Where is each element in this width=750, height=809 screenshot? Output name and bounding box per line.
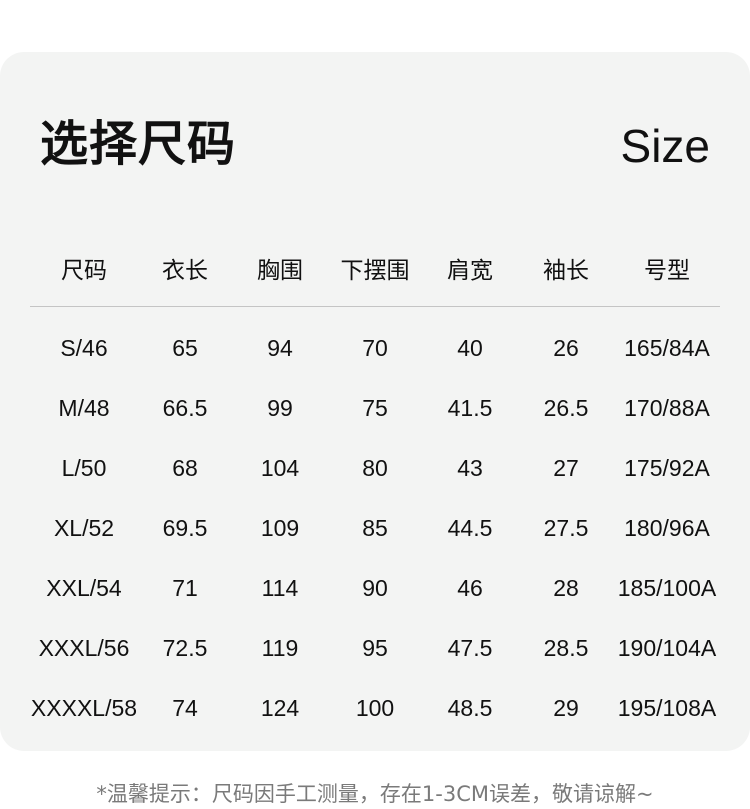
table-cell: 165/84A: [624, 335, 710, 361]
table-cell: XXXL/56: [38, 635, 130, 661]
table-cell: 69.5: [162, 515, 208, 541]
measurement-note: *温馨提示：尺码因手工测量，存在1-3CM误差，敬请谅解~: [96, 782, 654, 806]
table-cell: 185/100A: [617, 575, 717, 601]
table-cell: 28.5: [543, 635, 589, 661]
table-cell: 75: [362, 395, 388, 421]
table-cell: 95: [362, 635, 388, 661]
table-cell: 48.5: [447, 695, 493, 721]
column-header: 胸围: [257, 258, 303, 284]
table-cell: 65: [172, 335, 198, 361]
table-cell: 70: [362, 335, 388, 361]
table-cell: 195/108A: [617, 695, 717, 721]
size-chart-card: [0, 52, 750, 751]
table-cell: 44.5: [447, 515, 493, 541]
table-cell: XXXXL/58: [30, 695, 138, 721]
table-cell: 80: [362, 455, 388, 481]
table-cell: M/48: [58, 395, 110, 421]
table-cell: 26.5: [543, 395, 589, 421]
column-header: 衣长: [162, 258, 208, 284]
column-header: 袖长: [543, 258, 589, 284]
table-cell: 40: [457, 335, 483, 361]
table-cell: 27.5: [543, 515, 589, 541]
table-cell: 190/104A: [617, 635, 717, 661]
table-cell: 43: [457, 455, 483, 481]
table-cell: 66.5: [162, 395, 208, 421]
table-cell: 124: [260, 695, 300, 721]
table-cell: 27: [553, 455, 579, 481]
table-cell: 71: [172, 575, 198, 601]
table-cell: 85: [362, 515, 388, 541]
table-cell: 29: [553, 695, 579, 721]
column-header: 下摆围: [340, 258, 410, 284]
table-cell: 114: [261, 575, 299, 601]
table-cell: 180/96A: [624, 515, 710, 541]
table-cell: 47.5: [447, 635, 493, 661]
table-cell: 41.5: [447, 395, 493, 421]
table-cell: 68: [172, 455, 198, 481]
table-cell: XL/52: [53, 515, 115, 541]
column-header: 号型: [644, 258, 690, 284]
table-cell: 119: [261, 635, 299, 661]
header-divider: [30, 306, 720, 307]
page-title: 选择尺码: [40, 116, 237, 172]
column-header: 肩宽: [447, 258, 493, 284]
table-cell: 90: [362, 575, 388, 601]
table-cell: 74: [172, 695, 198, 721]
column-header: 尺码: [61, 258, 107, 284]
table-cell: 99: [267, 395, 293, 421]
table-cell: 175/92A: [624, 455, 710, 481]
size-label: Size: [620, 120, 710, 172]
table-cell: 28: [553, 575, 579, 601]
table-cell: S/46: [60, 335, 108, 361]
table-cell: XXL/54: [46, 575, 122, 601]
table-cell: 26: [553, 335, 579, 361]
table-cell: 170/88A: [624, 395, 710, 421]
table-cell: 104: [260, 455, 300, 481]
table-cell: 109: [260, 515, 300, 541]
table-cell: 100: [355, 695, 395, 721]
table-cell: L/50: [61, 455, 107, 481]
table-cell: 46: [457, 575, 483, 601]
table-cell: 94: [267, 335, 293, 361]
table-cell: 72.5: [162, 635, 208, 661]
